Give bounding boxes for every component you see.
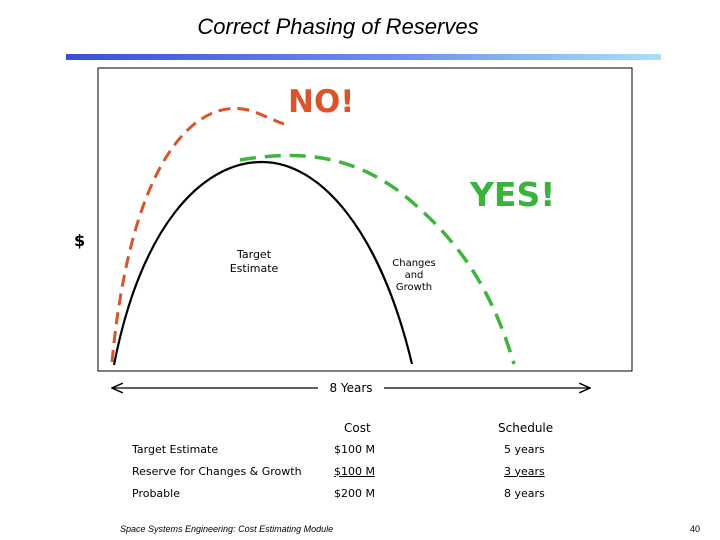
duration-label: 8 Years	[329, 381, 372, 395]
row-schedule: 8 years	[504, 486, 545, 500]
yes-curve	[239, 153, 516, 365]
row-label: Probable	[132, 486, 180, 500]
row-schedule: 3 years	[504, 464, 545, 478]
changes-label-line2: and	[405, 270, 424, 281]
row-cost: $100 M	[334, 442, 375, 456]
y-axis-label: $	[74, 231, 85, 250]
target-estimate-label-line2: Estimate	[230, 262, 279, 275]
plot-frame	[97, 67, 633, 372]
no-curve	[110, 106, 285, 363]
target-estimate-label-line1: Target	[236, 248, 272, 261]
slide-title: Correct Phasing of Reserves	[197, 14, 479, 39]
target-estimate-curve	[112, 160, 414, 366]
changes-label-line1: Changes	[392, 258, 436, 269]
row-label: Target Estimate	[132, 442, 219, 456]
table-header-row: Cost Schedule	[132, 418, 572, 438]
table-row: Probable $200 M 8 years	[132, 482, 572, 504]
title-underline	[66, 54, 661, 60]
table-header-empty	[132, 418, 320, 438]
row-cost: $100 M	[334, 464, 375, 478]
row-schedule: 5 years	[504, 442, 545, 456]
table-header-schedule: Schedule	[498, 421, 554, 435]
changes-label-line3: Growth	[396, 282, 432, 293]
yes-label: YES!	[469, 175, 555, 214]
table-row: Target Estimate $100 M 5 years	[132, 438, 572, 460]
page-number: 40	[690, 524, 701, 534]
table-header-cost: Cost	[344, 421, 371, 435]
row-cost: $200 M	[334, 486, 375, 500]
footer-text: Space Systems Engineering: Cost Estimati…	[120, 524, 334, 534]
table-row: Reserve for Changes & Growth $100 M 3 ye…	[132, 460, 572, 482]
cost-schedule-table: Cost Schedule Target Estimate $100 M 5 y…	[132, 418, 572, 504]
no-label: NO!	[288, 84, 354, 120]
row-label: Reserve for Changes & Growth	[132, 464, 302, 478]
